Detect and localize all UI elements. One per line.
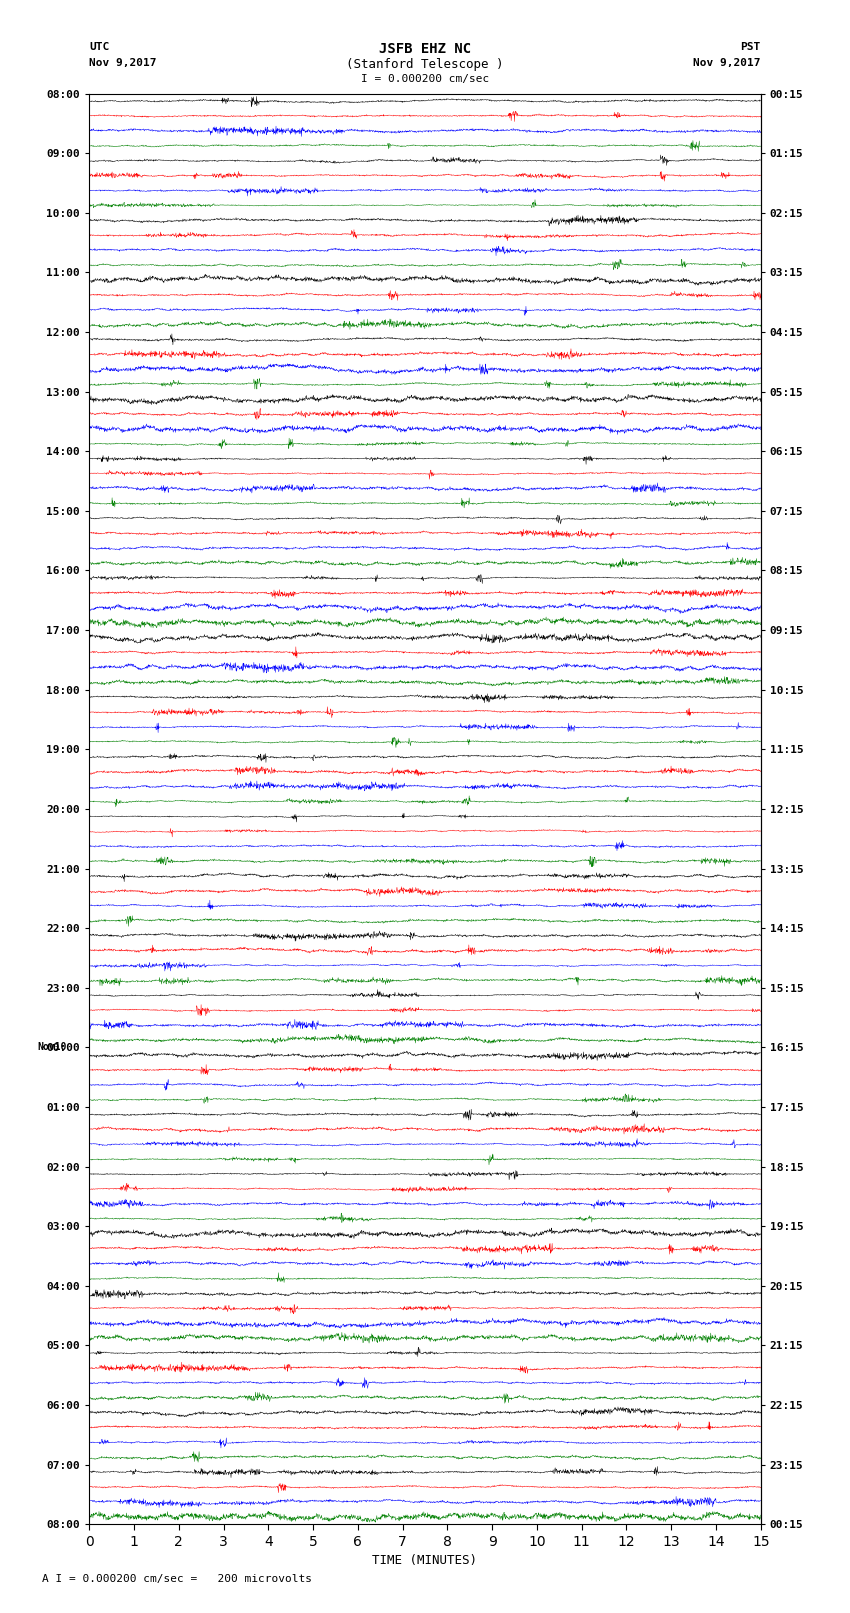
Text: I = 0.000200 cm/sec: I = 0.000200 cm/sec bbox=[361, 74, 489, 84]
Text: Nov 9,2017: Nov 9,2017 bbox=[89, 58, 156, 68]
Text: Nov10: Nov10 bbox=[37, 1042, 67, 1052]
Text: (Stanford Telescope ): (Stanford Telescope ) bbox=[346, 58, 504, 71]
Text: Nov 9,2017: Nov 9,2017 bbox=[694, 58, 761, 68]
Text: PST: PST bbox=[740, 42, 761, 52]
Text: JSFB EHZ NC: JSFB EHZ NC bbox=[379, 42, 471, 56]
Text: UTC: UTC bbox=[89, 42, 110, 52]
X-axis label: TIME (MINUTES): TIME (MINUTES) bbox=[372, 1555, 478, 1568]
Text: A I = 0.000200 cm/sec =   200 microvolts: A I = 0.000200 cm/sec = 200 microvolts bbox=[42, 1574, 313, 1584]
